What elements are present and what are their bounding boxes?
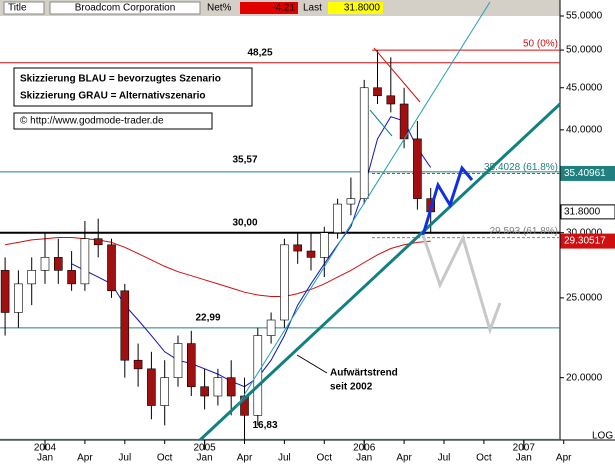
candle-body: [386, 95, 396, 105]
x-tick-label: Jul: [278, 453, 291, 463]
price-tag: [560, 165, 615, 181]
candle-body: [80, 238, 90, 285]
x-tick-label: Apr: [237, 453, 253, 463]
trend-line-thin: [235, 1, 491, 409]
year-label: 2007: [513, 443, 536, 454]
moving-average: [71, 116, 432, 388]
y-tick-label: 45.0000: [566, 82, 603, 93]
resistance-line: [373, 47, 421, 103]
header-net-label: Net%: [207, 3, 232, 14]
moving-average: [5, 237, 431, 297]
level-label: 16,83: [252, 420, 277, 431]
candle-body: [373, 87, 382, 97]
legend-line: Skizzierung BLAU = bevorzugtes Szenario: [20, 74, 221, 85]
copyright: © http://www.godmode-trader.de: [20, 116, 164, 127]
candle-body: [359, 87, 369, 199]
price-tag-label: 31.8000: [564, 207, 601, 218]
candle-body: [226, 377, 236, 397]
header-last: 31.8000: [344, 3, 381, 14]
annotation: Aufwärtstrend: [330, 368, 398, 379]
y-tick-label: 30.0000: [566, 227, 603, 238]
year-label: 2005: [193, 443, 216, 454]
y-tick-label: 20.0000: [566, 372, 603, 383]
level-label: 35,57: [232, 154, 257, 165]
candle-body: [160, 377, 169, 406]
fib-label: 29.593 (61.8%): [490, 226, 558, 237]
candle-body: [306, 250, 316, 258]
candle-body: [346, 198, 356, 205]
candle-body: [266, 319, 276, 336]
channel-line: [369, 109, 393, 137]
price-tag: [560, 233, 615, 249]
candle-body: [413, 138, 422, 199]
price-tag: [560, 204, 615, 220]
header-cell: [3, 1, 45, 15]
candle-body: [173, 343, 183, 378]
candle-body: [14, 283, 23, 313]
x-tick-label: Oct: [157, 453, 173, 463]
legend-line: Skizzierung GRAU = Alternativszenario: [20, 91, 206, 102]
x-tick-label: Apr: [77, 453, 93, 463]
header-title: Broadcom Corporation: [75, 3, 176, 14]
x-tick-label: Oct: [317, 453, 333, 463]
candle-body: [280, 244, 289, 321]
scale-label: LOG: [592, 431, 613, 442]
header-title-label: Title: [8, 3, 27, 14]
x-tick-label: Apr: [556, 453, 572, 463]
y-tick-label: 55.0000: [566, 11, 603, 22]
x-tick-label: Oct: [476, 453, 492, 463]
trend-line: [198, 102, 562, 442]
candle-body: [93, 238, 103, 246]
candle-body: [67, 270, 76, 285]
candle-body: [107, 244, 116, 292]
level-label: 22,99: [195, 312, 220, 323]
candle-body: [333, 203, 342, 234]
x-tick-label: Jan: [197, 453, 213, 463]
fib-label: 35.4028 (61.8%): [484, 162, 558, 173]
price-tag-label: 35.40961: [564, 168, 606, 179]
candle-body: [213, 377, 223, 397]
candle-body: [27, 270, 37, 285]
annotation: seit 2002: [330, 382, 373, 393]
candle-body: [399, 103, 409, 140]
x-tick-label: Jan: [516, 453, 532, 463]
x-tick-label: Apr: [396, 453, 412, 463]
header-cell: [49, 1, 201, 15]
x-tick-label: Jul: [438, 453, 451, 463]
candle-body: [133, 359, 143, 370]
header-last-label: Last: [303, 3, 322, 14]
scenario-blue: [421, 164, 474, 236]
candle-body: [319, 232, 329, 258]
header-net: -4.21: [272, 3, 295, 14]
year-label: 2004: [34, 443, 57, 454]
level-label: 48,25: [247, 47, 272, 58]
candle-body: [200, 386, 209, 397]
candle-body: [53, 257, 63, 271]
fib-label: 50 (0%): [523, 39, 558, 50]
x-tick-label: Jan: [356, 453, 372, 463]
candle-body: [240, 395, 249, 416]
year-label: 2006: [353, 443, 376, 454]
x-tick-label: Jan: [37, 453, 53, 463]
x-tick-label: Jul: [118, 453, 131, 463]
y-tick-label: 50.0000: [566, 45, 603, 56]
level-label: 30,00: [232, 217, 257, 228]
candle-body: [293, 244, 303, 252]
y-tick-label: 40.0000: [566, 124, 603, 135]
candle-body: [0, 270, 10, 313]
header-last-cell: [328, 2, 383, 14]
candle-body: [253, 335, 263, 416]
candle-body: [120, 290, 130, 361]
legend-box: [13, 67, 253, 107]
y-tick-label: 25.0000: [566, 293, 603, 304]
copyright-box: [13, 112, 213, 130]
candle-body: [187, 343, 196, 388]
header-net-cell: [240, 2, 298, 14]
candle-body: [147, 368, 156, 406]
annotation-arrow: [296, 354, 328, 374]
scenario-grey: [421, 233, 502, 335]
price-tag-label: 29.30517: [564, 236, 606, 247]
candle-body: [40, 257, 50, 271]
